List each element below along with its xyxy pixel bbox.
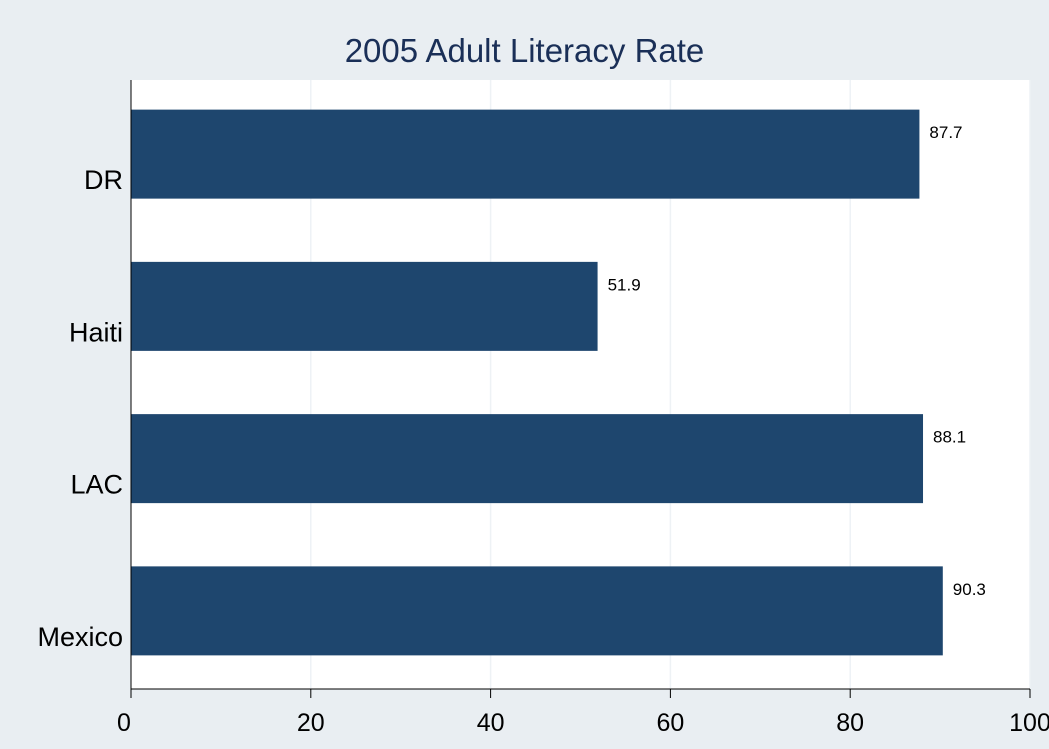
category-label-mexico: Mexico: [37, 622, 123, 652]
value-label-haiti: 51.9: [608, 275, 641, 294]
category-label-dr: DR: [84, 165, 123, 195]
x-tick-label-2: 40: [477, 709, 505, 737]
x-tick-label-5: 100: [1009, 709, 1049, 737]
bar-mexico: [131, 566, 943, 656]
x-tick-label-0: 0: [117, 709, 131, 737]
value-label-dr: 87.7: [929, 123, 962, 142]
bar-haiti: [131, 261, 598, 351]
bar-lac: [131, 414, 924, 504]
chart-title: 2005 Adult Literacy Rate: [344, 32, 705, 69]
category-label-lac: LAC: [70, 470, 123, 500]
x-tick-label-1: 20: [297, 709, 325, 737]
value-label-mexico: 90.3: [953, 580, 986, 599]
x-tick-label-4: 80: [836, 709, 864, 737]
category-label-haiti: Haiti: [69, 317, 123, 347]
x-tick-label-3: 60: [656, 709, 684, 737]
value-label-lac: 88.1: [933, 428, 966, 447]
bar-dr: [131, 109, 920, 199]
